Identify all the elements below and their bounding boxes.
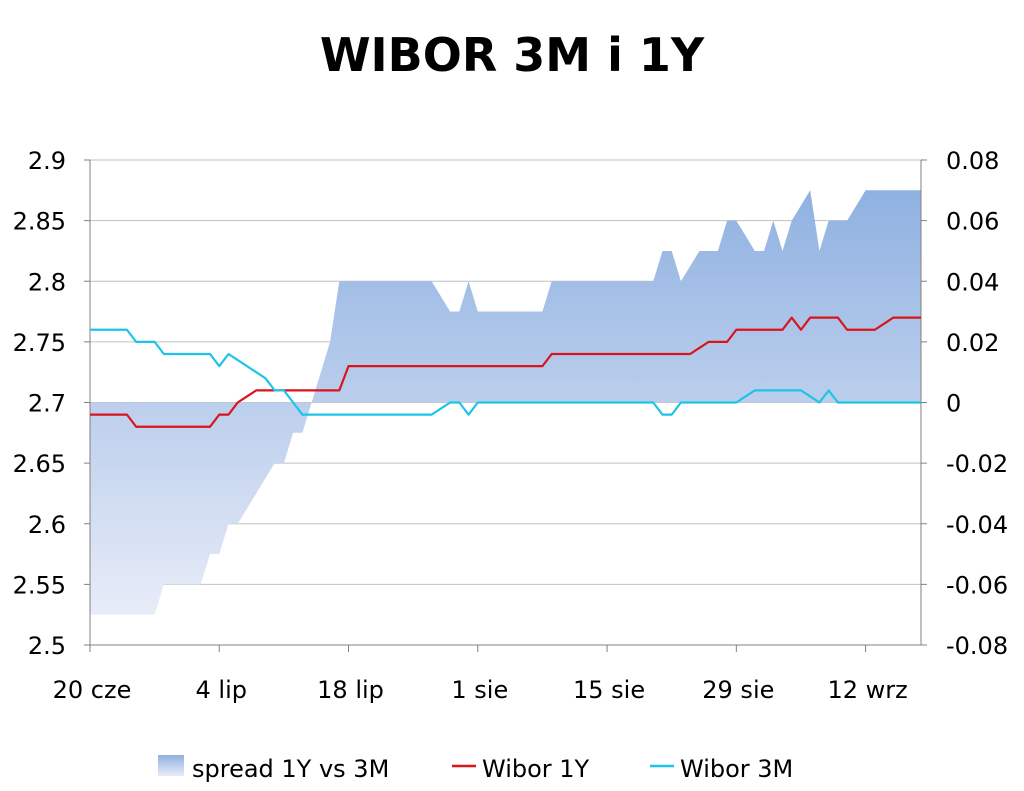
y-left-tick-label: 2.8 <box>28 268 66 296</box>
legend: spread 1Y vs 3M Wibor 1Y Wibor 3M <box>158 755 793 783</box>
y-right-tick-label: 0.04 <box>946 268 999 296</box>
y-left-tick-label: 2.85 <box>13 208 66 236</box>
y-left-tick-label: 2.5 <box>28 632 66 660</box>
y-left-tick-label: 2.9 <box>28 147 66 175</box>
y-left-tick-label: 2.55 <box>13 571 66 599</box>
y-left-tick-label: 2.7 <box>28 390 66 418</box>
y-right-tick-label: -0.08 <box>946 632 1008 660</box>
tick-labels: 2.5 2.55 2.6 2.65 2.7 2.75 2.8 2.85 2.9 -0.08 -0.0… <box>13 147 1009 704</box>
legend-label-wibor-3m: Wibor 3M <box>680 755 793 783</box>
legend-label-spread: spread 1Y vs 3M <box>192 755 389 783</box>
x-tick-label: 20 cze <box>53 676 132 704</box>
x-tick-label: 29 sie <box>702 676 774 704</box>
y-right-tick-label: 0 <box>946 390 961 418</box>
y-left-tick-label: 2.75 <box>13 329 66 357</box>
y-right-tick-label: 0.08 <box>946 147 999 175</box>
x-tick-label: 12 wrz <box>827 676 907 704</box>
wibor-3m-line <box>90 328 921 416</box>
x-tick-label: 4 lip <box>196 676 247 704</box>
y-right-tick-label: 0.02 <box>946 329 999 357</box>
x-tick-label: 1 sie <box>451 676 508 704</box>
legend-swatch-spread <box>158 755 184 776</box>
y-left-tick-label: 2.6 <box>28 511 66 539</box>
y-right-tick-label: -0.04 <box>946 511 1008 539</box>
chart-title: WIBOR 3M i 1Y <box>319 28 705 82</box>
line-series-layer <box>90 316 921 428</box>
y-right-tick-label: -0.02 <box>946 450 1008 478</box>
x-tick-label: 18 lip <box>317 676 384 704</box>
y-right-tick-label: 0.06 <box>946 208 999 236</box>
y-left-tick-label: 2.65 <box>13 450 66 478</box>
legend-label-wibor-1y: Wibor 1Y <box>482 755 590 783</box>
wibor-1y-line <box>90 316 921 428</box>
y-right-tick-label: -0.06 <box>946 571 1008 599</box>
x-tick-label: 15 sie <box>573 676 645 704</box>
